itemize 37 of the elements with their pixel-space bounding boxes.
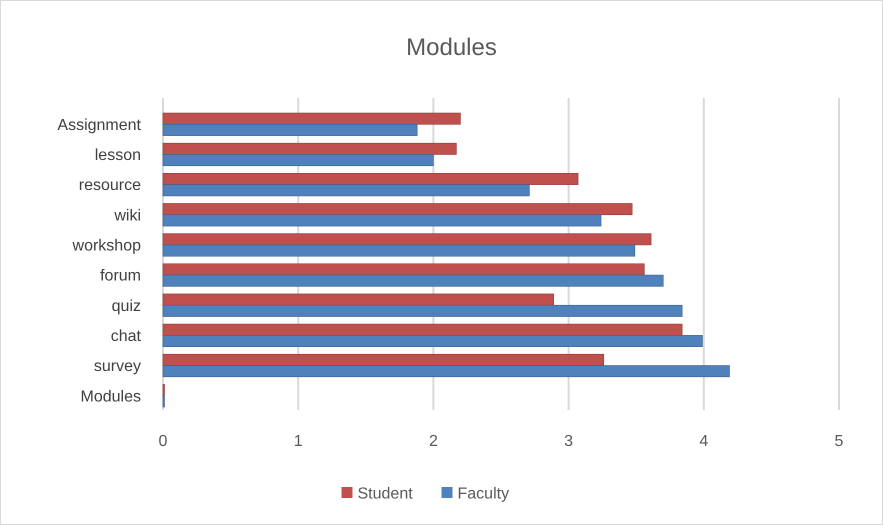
y-tick-label: chat — [110, 328, 142, 345]
bar — [162, 324, 682, 336]
legend-label: Student — [358, 486, 414, 503]
bar — [162, 263, 645, 276]
y-tick-label: wiki — [113, 207, 141, 224]
x-tick-label: 0 — [158, 433, 168, 450]
bar — [162, 354, 604, 366]
bar — [162, 154, 434, 166]
y-tick-label: resource — [78, 177, 142, 194]
y-tick-label: Modules — [80, 388, 141, 406]
bar — [162, 244, 636, 257]
bar — [162, 124, 418, 136]
bar — [162, 184, 530, 196]
bar — [162, 304, 682, 317]
bar — [162, 365, 730, 378]
x-tick-label: 4 — [699, 433, 708, 450]
bar — [162, 142, 457, 155]
y-tick-label: quiz — [112, 298, 141, 315]
y-tick-label: workshop — [72, 238, 142, 255]
bar — [162, 274, 664, 287]
bar — [162, 294, 554, 306]
y-tick-label: Assignment — [57, 116, 142, 134]
bar — [162, 173, 578, 185]
bar — [162, 335, 703, 347]
y-tick-label: lesson — [94, 147, 141, 164]
x-tick-label: 5 — [834, 433, 844, 450]
y-tick-label: survey — [94, 358, 141, 376]
bar — [162, 214, 602, 226]
bar — [162, 203, 632, 216]
x-tick-label: 1 — [294, 433, 303, 450]
chart-title: Modules — [406, 34, 497, 61]
x-tick-label: 3 — [564, 433, 574, 450]
bar — [162, 112, 461, 125]
y-tick-label: forum — [100, 268, 141, 285]
legend-label: Faculty — [458, 486, 510, 503]
x-tick-label: 2 — [428, 433, 438, 450]
bar — [162, 233, 652, 246]
